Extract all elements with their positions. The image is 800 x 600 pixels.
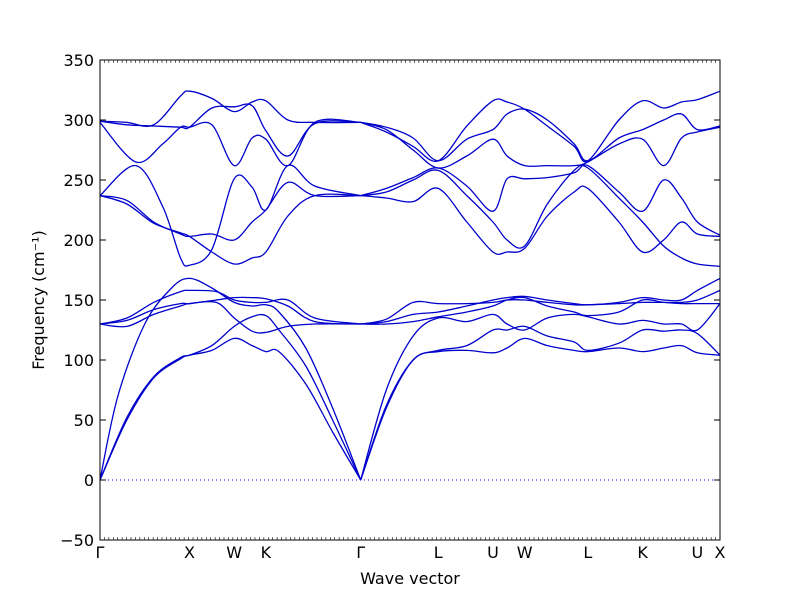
x-tick-label: L: [583, 543, 592, 562]
band-line-19: [360, 185, 721, 256]
band-line-22: [360, 121, 721, 169]
band-line-12: [99, 90, 361, 128]
y-tick-label: 350: [63, 51, 94, 70]
y-axis-label: Frequency (cm⁻¹): [29, 230, 48, 369]
y-tick-label: 0: [84, 471, 94, 490]
band-line-21: [360, 164, 721, 236]
band-line-8: [99, 181, 361, 241]
y-ticks: −50 0 50 100 150 200 250 300 350: [60, 51, 720, 550]
x-tick-label: U: [487, 543, 499, 562]
band-line-17: [360, 277, 721, 325]
x-tick-label: K: [637, 543, 648, 562]
x-tick-label: W: [517, 543, 533, 562]
band-line-24: [360, 90, 721, 163]
band-line-3: [99, 277, 362, 481]
y-tick-label: −50: [60, 531, 94, 550]
plot-area: [100, 60, 720, 540]
y-tick-label: 250: [63, 171, 94, 190]
x-tick-label: W: [226, 543, 242, 562]
x-tick-label: Γ: [96, 543, 105, 562]
x-tick-label: U: [692, 543, 704, 562]
band-line-15: [360, 303, 721, 481]
x-axis-label: Wave vector: [360, 569, 460, 588]
band-line-23: [360, 108, 721, 162]
band-line-7: [99, 193, 361, 265]
band-line-4: [99, 300, 361, 334]
band-line-6: [99, 296, 361, 325]
band-line-14: [360, 325, 721, 481]
y-tick-label: 100: [63, 351, 94, 370]
plot-frame: [99, 59, 721, 541]
band-line-20: [360, 164, 721, 268]
band-line-18: [360, 289, 721, 325]
y-tick-label: 50: [74, 411, 94, 430]
x-tick-label: X: [184, 543, 195, 562]
x-tick-label: Γ: [356, 543, 365, 562]
band-line-5: [99, 289, 361, 325]
x-tick-label: L: [434, 543, 443, 562]
band-line-10: [99, 118, 361, 167]
y-tick-label: 300: [63, 111, 94, 130]
x-tick-label: X: [715, 543, 726, 562]
band-line-2: [99, 313, 362, 481]
y-tick-label: 200: [63, 231, 94, 250]
x-tick-label: K: [261, 543, 272, 562]
band-lines: [99, 90, 721, 481]
y-tick-label: 150: [63, 291, 94, 310]
band-line-1: [99, 337, 362, 481]
